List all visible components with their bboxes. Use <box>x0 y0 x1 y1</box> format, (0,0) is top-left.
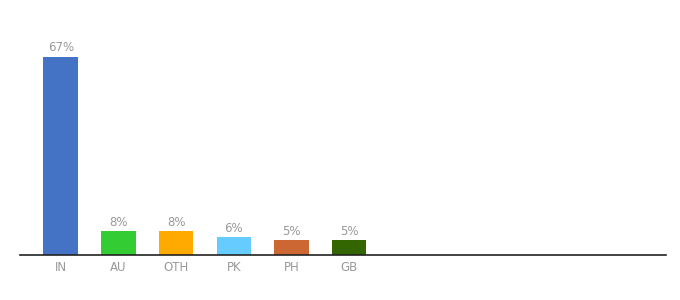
Bar <box>44 57 78 255</box>
Text: 67%: 67% <box>48 41 74 54</box>
Text: 5%: 5% <box>282 225 301 238</box>
Bar <box>159 231 193 255</box>
Text: 5%: 5% <box>340 225 358 238</box>
Bar <box>101 231 136 255</box>
Text: 8%: 8% <box>167 216 186 229</box>
Text: 6%: 6% <box>224 222 243 235</box>
Bar <box>332 240 367 255</box>
Text: 8%: 8% <box>109 216 128 229</box>
Bar <box>216 237 251 255</box>
Bar <box>274 240 309 255</box>
